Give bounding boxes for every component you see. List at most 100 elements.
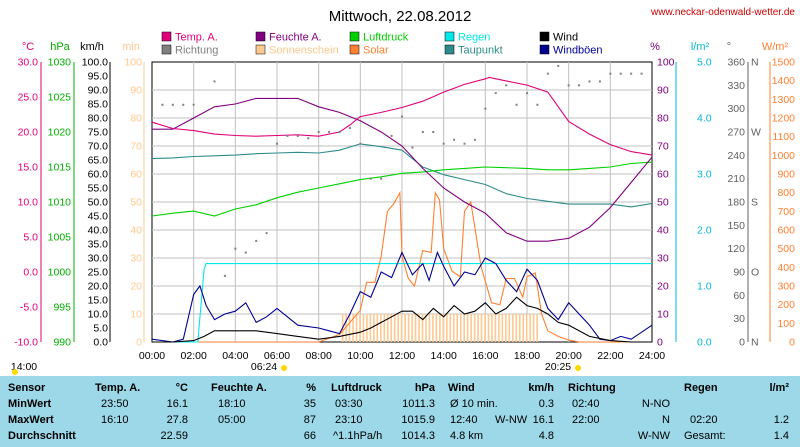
pressure-tick-label: 1030: [48, 57, 72, 69]
sunshine-bar: [421, 314, 424, 342]
direction-point: [619, 72, 622, 75]
wind-tick-label: 45.0: [88, 211, 109, 223]
sunshine-bar: [529, 314, 531, 342]
stats-feuchte-time: 18:10: [218, 398, 246, 410]
wind-tick-label: 60.0: [88, 169, 109, 181]
sunshine-bar: [452, 314, 455, 342]
legend-swatch: [539, 31, 550, 42]
series-line: [151, 143, 653, 208]
direction-tick-label: 150: [727, 220, 745, 232]
pressure-tick-label: 1000: [48, 267, 72, 279]
direction-tick-label: 210: [727, 173, 745, 185]
axis-unit-humidity: %: [650, 41, 660, 53]
wind-tick-label: 80.0: [88, 113, 109, 125]
rain-tick-label: 3.0: [697, 169, 712, 181]
legend-label: Temp. A.: [175, 32, 218, 44]
sunshine-bar: [428, 314, 431, 342]
x-tick-label: 16:00: [472, 350, 498, 362]
direction-point: [432, 131, 435, 133]
stats-wind-value: 4.8: [538, 430, 554, 442]
stats-druck-value: 1015.9: [401, 414, 435, 426]
legend-swatch: [255, 31, 266, 42]
direction-point: [463, 142, 466, 145]
direction-tick-label: 240: [727, 150, 745, 162]
direction-point: [505, 84, 508, 87]
sunshine-bar: [386, 314, 389, 342]
stats-header-sensor: Sensor: [8, 382, 46, 394]
series-line: [151, 161, 653, 217]
sunshine-bar: [515, 314, 518, 342]
direction-point: [151, 103, 153, 106]
direction-tick-label: 60: [733, 290, 745, 302]
sunshine-bar: [522, 314, 525, 342]
direction-point: [265, 232, 268, 235]
humidity-tick-label: 50: [657, 197, 669, 209]
temp-tick-label: 15.0: [18, 162, 39, 174]
solar-tick-label: 1400: [772, 75, 796, 87]
sun-tick-label: 30: [130, 253, 142, 265]
sunshine-bar: [473, 314, 476, 342]
legend-swatch: [444, 31, 455, 42]
stats-wind-distance: 4.8 km: [450, 430, 484, 442]
sunshine-bar: [362, 314, 365, 342]
x-tick-label: 12:00: [389, 350, 415, 362]
direction-point: [567, 84, 570, 87]
pressure-tick-label: 1020: [48, 127, 72, 139]
legend-label: Windböen: [553, 45, 603, 57]
direction-point: [411, 146, 414, 149]
sunshine-bar: [383, 314, 386, 342]
legend-label: Solar: [363, 45, 389, 57]
stats-rain-time: 02:20: [690, 414, 718, 426]
sunshine-bar: [348, 314, 351, 342]
solar-tick-label: 1100: [772, 131, 795, 143]
direction-point: [536, 103, 539, 106]
direction-tick-label: 300: [727, 103, 745, 115]
sun-tick-label: 70: [130, 141, 142, 153]
sunshine-bar: [505, 314, 507, 342]
stats-druck-value: 1014.3: [401, 430, 435, 442]
direction-tick-letter: O: [751, 267, 759, 279]
wind-tick-label: 20.0: [88, 281, 109, 293]
direction-point: [588, 80, 591, 83]
sun-tick-label: 80: [130, 113, 142, 125]
rain-tick-label: 0.0: [697, 337, 712, 349]
direction-point: [609, 72, 612, 75]
sunshine-bar: [390, 314, 393, 342]
sunshine-bar: [407, 314, 410, 342]
sunrise-icon: [281, 365, 287, 371]
direction-point: [401, 115, 403, 118]
humidity-tick-label: 60: [657, 169, 669, 181]
direction-point: [640, 72, 643, 75]
sunset-label: 20:25: [545, 361, 571, 373]
x-tick-label: 10:00: [347, 350, 373, 362]
stats-dir-time: 22:00: [572, 414, 600, 426]
stats-druck-time: 03:30: [335, 398, 363, 410]
sunshine-bar: [501, 314, 504, 342]
direction-point: [515, 103, 518, 106]
solar-tick-label: 0: [789, 337, 795, 349]
direction-tick-label: 120: [727, 243, 745, 255]
direction-point: [578, 84, 581, 87]
sunshine-bar: [393, 314, 396, 342]
x-tick-label: 14:00: [431, 350, 457, 362]
stats-wind-value: 16.1: [532, 414, 554, 426]
wind-tick-label: 35.0: [88, 239, 109, 251]
solar-tick-label: 300: [777, 281, 795, 293]
stats-temp-value: 16.1: [166, 398, 188, 410]
stats-header-druck: Luftdruck: [331, 382, 382, 394]
sunshine-bar: [366, 314, 368, 342]
sunset-icon: [575, 365, 581, 371]
stats-header-richtung: Richtung: [568, 382, 616, 394]
sunshine-bar: [397, 314, 399, 342]
temp-tick-label: 5.0: [23, 232, 38, 244]
stats-dir-value: N: [662, 414, 670, 426]
x-tick-label: 08:00: [306, 350, 332, 362]
wind-tick-label: 40.0: [88, 225, 109, 237]
direction-point: [213, 80, 216, 83]
solar-tick-label: 900: [777, 169, 795, 181]
humidity-tick-label: 20: [657, 281, 669, 293]
solar-tick-label: 700: [777, 206, 795, 218]
stats-rain-value: 1.2: [773, 414, 789, 426]
axis-unit-pressure: hPa: [50, 41, 70, 53]
sun-tick-label: 0: [136, 337, 142, 349]
